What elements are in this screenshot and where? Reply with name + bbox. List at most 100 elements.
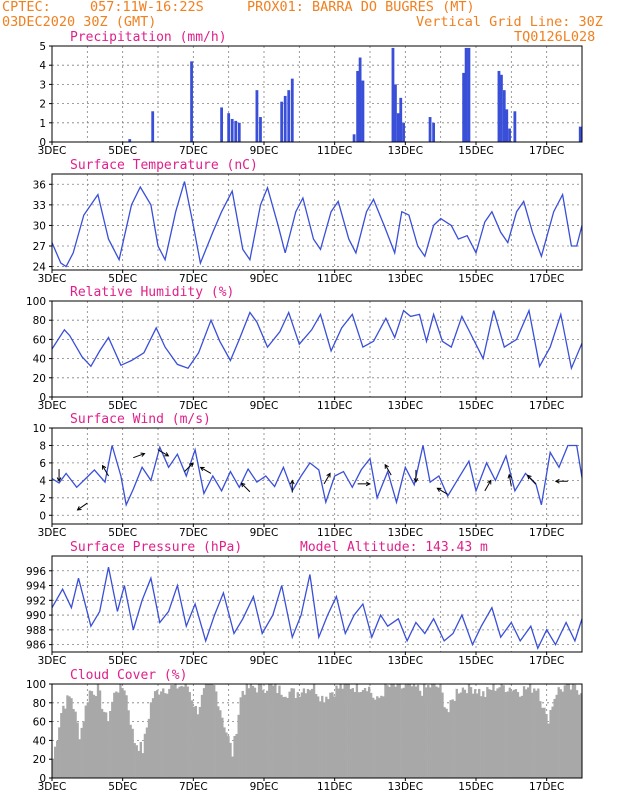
cloud-bar [488,689,491,778]
cloud-bar [410,686,414,778]
cloud-bar [88,690,92,778]
wind-vector-shaft [133,453,145,459]
y-tick-label: 0 [39,773,46,785]
x-tick-label: 13DEC [388,527,423,539]
wind-vector-shaft [241,482,251,493]
y-tick-label: 988 [26,625,46,637]
y-tick-label: 10 [33,423,46,435]
cloud-bar [396,684,399,778]
wind-vector-head [140,452,146,457]
cloud-bar [361,690,365,778]
x-tick-label: 17DEC [529,655,564,667]
cloud-bar [372,697,375,778]
cloud-bar [198,706,202,778]
precip-bar [462,72,466,142]
cloud-bar [533,688,536,778]
cloud-bar [543,707,546,778]
cloud-bar [553,698,556,778]
cloud-bar [329,692,332,778]
wind-vector-head [487,479,492,485]
cloud-bar [431,684,434,778]
x-tick-label: 13DEC [388,145,423,157]
precip-bar [399,97,403,142]
panel-frame [51,173,583,271]
precip-bar [255,90,259,142]
wind-vector [413,469,419,483]
cloud-bar [376,696,379,778]
cloud-bar [280,694,283,778]
cloud-bar [325,696,328,778]
x-tick-label: 15DEC [458,273,493,285]
wind-title: Surface Wind (m/s) [70,412,211,427]
cloud-bar [268,684,271,778]
precip-bar [259,117,262,142]
cloud-bar [300,692,304,778]
cloud-bar [125,695,128,778]
cloud-bar [257,684,261,778]
rh-line [51,308,583,371]
cloud-bar [455,688,458,778]
cloud-bar [237,714,240,778]
wind-vector-head [76,506,82,511]
cloud-bar [451,699,454,778]
cloud-bar [386,685,389,778]
wind-vector-head [56,477,62,483]
cloud-bar [294,698,297,778]
wind-vector-shaft [77,502,88,511]
wind-vector [507,473,513,487]
cloud-bar [545,714,548,778]
precip-bar [508,128,511,142]
cloud-bar [423,684,426,778]
cloud-bar [123,690,126,778]
x-tick-label: 3DEC [38,273,67,285]
cloud-bar [319,701,322,778]
cloud-bar [149,702,153,778]
cloud-bar [115,691,118,778]
cloud-bar [539,701,542,778]
precip-bar [234,120,238,142]
cloud-bar [113,692,116,778]
wind-vector [102,464,109,477]
x-tick-label: 9DEC [250,527,279,539]
cloud-bar [70,698,73,778]
cloud-bar [292,688,295,778]
y-tick-label: 6 [39,458,46,470]
cloud-bar [459,692,463,778]
cloud-bar [284,696,287,778]
wind-vector [289,479,295,493]
cloud-bar [155,690,159,778]
cloud-bar [160,691,163,778]
y-tick-label: 80 [33,315,46,327]
header-run: 03DEC2020 30Z (GMT) [2,14,157,30]
cloud-bar [82,721,85,778]
x-tick-label: 5DEC [108,400,137,412]
precip-bar [287,90,291,142]
cloud-bar [571,684,575,778]
cloud-bar [429,687,432,778]
wind-vector-shaft [484,480,492,492]
cloud-bar [357,692,361,778]
cloud-bar [172,685,175,778]
cloud-bar [478,688,481,778]
wind-vector [436,487,448,495]
panel-frame [51,555,583,653]
cloud-bar [382,696,385,778]
cloud-bar [290,688,293,778]
cloud-bar [190,700,193,778]
cloud-bar [105,712,108,778]
cloud-bar [204,684,208,778]
cloud-bar [467,684,471,778]
cloud-bar [52,759,55,778]
precip-bar [237,122,241,142]
panel-temp: 24 27 30 33 36 3DEC 5DEC 7DEC 9DEC 11DEC 13DEC 15DE… [33,158,583,285]
precip-bar [428,117,432,142]
x-tick-label: 3DEC [38,781,67,793]
cloud-bar [304,693,308,778]
wind-vector [526,474,537,485]
precip-bar [497,70,501,142]
cloud-bar [406,684,410,778]
cloud-bar [58,727,61,778]
cloud-bar [317,696,320,778]
precip-bar [356,70,360,142]
cloud-bar [347,684,350,778]
